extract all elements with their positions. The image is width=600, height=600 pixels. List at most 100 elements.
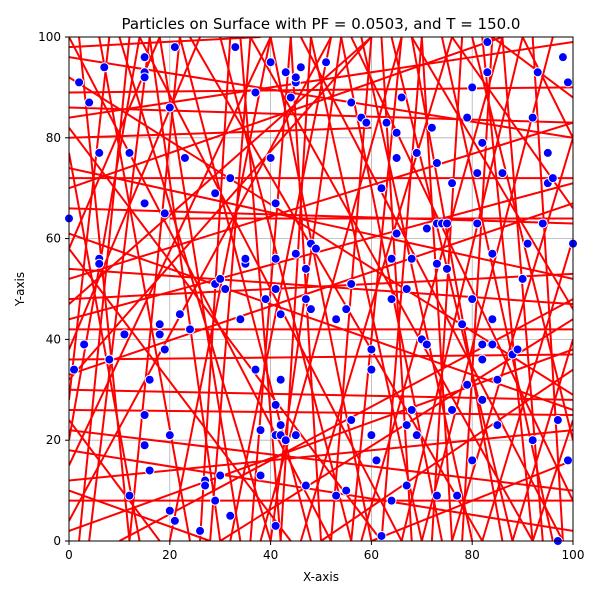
particle-point xyxy=(391,152,402,163)
particle-point xyxy=(290,430,301,441)
particle-point xyxy=(265,152,276,163)
x-tick-label: 60 xyxy=(364,548,379,562)
particle-point xyxy=(497,168,508,179)
particle-point xyxy=(371,455,382,466)
particle-point xyxy=(406,404,417,415)
y-axis-label: Y-axis xyxy=(13,272,27,307)
particle-point xyxy=(452,490,463,501)
particle-point xyxy=(447,178,458,189)
particle-point xyxy=(210,495,221,506)
particle-point xyxy=(99,62,110,73)
trajectory-line xyxy=(521,37,573,139)
particle-point xyxy=(386,294,397,305)
particle-point xyxy=(300,263,311,274)
particle-point xyxy=(396,92,407,103)
trajectory-line xyxy=(98,37,191,541)
trajectory-line xyxy=(69,56,573,139)
particle-point xyxy=(280,67,291,78)
particle-point xyxy=(69,364,80,375)
particle-point xyxy=(270,284,281,294)
particle-point xyxy=(492,420,503,431)
x-tick-label: 20 xyxy=(162,548,177,562)
trajectory-line xyxy=(69,37,141,441)
particle-point xyxy=(522,238,533,249)
trajectory-line xyxy=(531,37,564,541)
particle-point xyxy=(537,218,548,229)
y-tick-label: 20 xyxy=(46,433,61,447)
particle-point xyxy=(215,273,226,284)
particle-point xyxy=(462,379,473,390)
trajectory-line xyxy=(531,419,573,541)
trajectory-line xyxy=(380,37,423,541)
particle-point xyxy=(84,97,95,108)
trajectory-line xyxy=(69,167,573,280)
particle-point xyxy=(280,435,291,446)
trajectory-line xyxy=(69,127,383,541)
trajectory-line xyxy=(168,37,272,541)
particle-point xyxy=(235,314,246,325)
particle-point xyxy=(366,430,377,441)
particle-point xyxy=(431,490,442,501)
trajectory-line xyxy=(229,37,333,541)
particle-point xyxy=(532,67,543,78)
particle-point xyxy=(341,304,352,315)
trajectory-line xyxy=(360,37,474,541)
particle-point xyxy=(270,198,281,209)
particle-point xyxy=(119,329,130,340)
trajectory-line xyxy=(269,37,343,541)
trajectory-line xyxy=(128,37,181,541)
trajectory-line xyxy=(69,248,292,541)
particle-point xyxy=(250,87,261,98)
particle-point xyxy=(225,173,236,184)
y-tick-label: 40 xyxy=(46,332,61,346)
x-tick-label: 40 xyxy=(263,548,278,562)
trajectory-line xyxy=(69,121,573,280)
trajectory-line xyxy=(350,37,573,502)
particle-point xyxy=(210,188,221,199)
particle-point xyxy=(270,253,281,264)
trajectory-line xyxy=(118,37,272,541)
trajectory-line xyxy=(148,37,222,541)
particle-point xyxy=(290,248,301,259)
y-tick-label: 100 xyxy=(38,30,61,44)
particle-point xyxy=(94,147,105,158)
trajectory-line xyxy=(69,152,141,541)
particle-point xyxy=(457,319,468,330)
particle-point xyxy=(305,304,316,315)
particle-point xyxy=(265,57,276,68)
particle-point xyxy=(487,314,498,325)
x-axis-label: X-axis xyxy=(303,570,339,584)
trajectory-line xyxy=(491,37,573,99)
particle-point xyxy=(169,42,180,53)
particle-point xyxy=(230,42,241,53)
particle-point xyxy=(361,117,372,128)
trajectory-line xyxy=(259,37,403,541)
particle-point xyxy=(411,147,422,158)
particle-point xyxy=(331,314,342,325)
particle-point xyxy=(124,490,135,501)
particle-point xyxy=(144,465,155,476)
plot-frame xyxy=(68,36,574,542)
trajectory-line xyxy=(199,37,232,541)
particle-point xyxy=(225,510,236,521)
particle-point xyxy=(487,248,498,259)
particle-point xyxy=(275,420,286,431)
particle-point xyxy=(255,425,266,436)
trajectory-lines xyxy=(69,37,573,541)
particle-point xyxy=(562,455,573,466)
particle-point xyxy=(255,470,266,481)
particle-point xyxy=(164,102,175,113)
trajectory-line xyxy=(350,37,403,541)
particle-point xyxy=(260,294,271,305)
particle-point xyxy=(79,339,90,350)
chart-title: Particles on Surface with PF = 0.0503, a… xyxy=(122,15,521,33)
y-axis-ticks: 0 20 40 60 80 100 xyxy=(38,30,69,548)
particle-point xyxy=(154,329,165,340)
particle-point xyxy=(300,480,311,491)
x-tick-label: 100 xyxy=(562,548,585,562)
trajectory-line xyxy=(371,459,573,541)
particle-point xyxy=(366,364,377,375)
trajectory-line xyxy=(420,37,454,541)
trajectory-line xyxy=(138,37,403,541)
particle-point xyxy=(240,253,251,264)
